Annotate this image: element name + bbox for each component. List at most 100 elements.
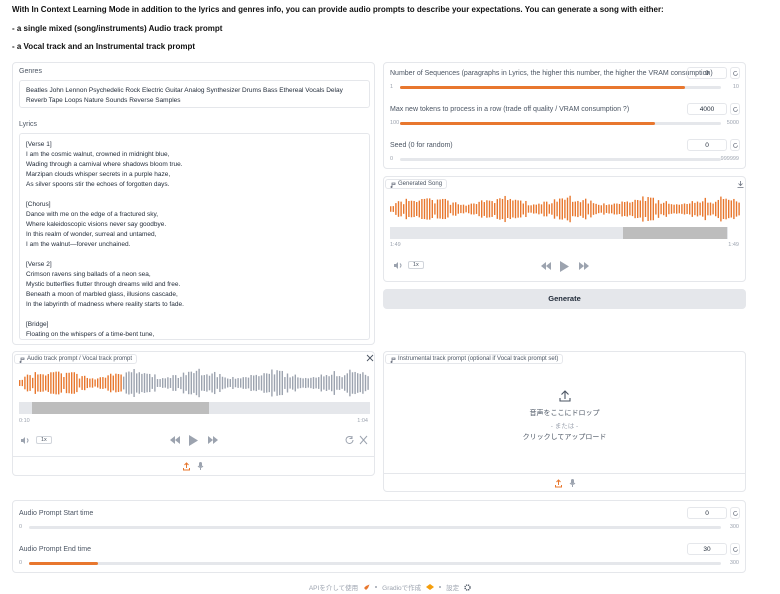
slider-min: 100 [390, 120, 400, 126]
time-panel: Audio Prompt Start time 0 0 300 Audio Prompt… [12, 500, 746, 573]
lyrics-stanza: [Chorus] Dance with me on the edge of a f… [26, 200, 363, 250]
waveform-bar [203, 375, 205, 391]
scrollbar[interactable] [19, 402, 370, 414]
rocket-icon [364, 584, 370, 590]
waveform-bar [167, 377, 169, 389]
number-input[interactable]: 0 [687, 139, 727, 151]
reset-button[interactable] [730, 67, 740, 79]
lyrics-line: Floating on the whispers of a time-bent … [26, 331, 155, 338]
number-input[interactable]: 4000 [687, 103, 727, 115]
waveform-bar [219, 373, 221, 393]
genres-input[interactable]: Beatles John Lennon Psychedelic Rock Ele… [19, 80, 370, 108]
waveform-bar [686, 204, 688, 214]
slider-track[interactable] [400, 122, 721, 125]
waveform-bar [367, 376, 369, 390]
waveform-bar [349, 369, 351, 397]
waveform-bar [605, 205, 608, 213]
reset-icon [733, 71, 738, 76]
waveform-bar [312, 377, 315, 389]
waveform-bar [364, 374, 367, 392]
playback-controls[interactable] [541, 261, 591, 272]
api-link[interactable]: APIを介して使用 [308, 585, 359, 592]
waveform-bar [26, 374, 29, 392]
instrumental-prompt[interactable]: Instrumental track prompt (optional if V… [383, 351, 746, 492]
number-input[interactable]: 30 [687, 543, 727, 555]
waveform-bar [120, 374, 122, 392]
reset-button[interactable] [730, 507, 740, 519]
volume-icon[interactable] [394, 262, 403, 269]
lyrics-line: Wading through a carnival where shadows … [26, 161, 183, 168]
reset-button[interactable] [730, 139, 740, 151]
clear-button[interactable] [366, 354, 374, 362]
waveform-bar [182, 372, 185, 394]
waveform-bar [34, 372, 36, 394]
waveform-bar [600, 205, 602, 213]
number-input[interactable]: 9 [687, 67, 727, 79]
waveform-bar [624, 202, 626, 216]
waveform-bar [400, 201, 402, 217]
separator [375, 586, 378, 588]
scrollbar[interactable] [390, 227, 728, 239]
reset-button[interactable] [730, 103, 740, 115]
source-icons[interactable] [555, 479, 580, 488]
slider-track[interactable] [29, 526, 721, 529]
number-input[interactable]: 0 [687, 507, 727, 519]
waveform-bar [76, 373, 78, 393]
footer: APIを介して使用 Gradioで作成 設定 [0, 582, 780, 592]
lyrics-line: As silver spoons stir the echoes of forg… [26, 181, 170, 188]
waveform-bar [436, 199, 439, 219]
waveform-bar [551, 203, 553, 215]
waveform-bar [328, 376, 330, 390]
waveform-bar [292, 376, 294, 390]
waveform-bar [175, 375, 177, 391]
click-text: クリックしてアップロード [522, 434, 607, 441]
upload-label: Instrumental track prompt (optional if V… [385, 354, 564, 364]
scroll-thumb[interactable] [32, 402, 209, 414]
current-time: 0:10 [19, 418, 30, 424]
waveform-bar [258, 376, 260, 390]
slider-track[interactable] [400, 158, 721, 161]
waveform-bar [670, 204, 673, 214]
slider-track[interactable] [400, 86, 721, 89]
speed-button[interactable]: 1x [36, 436, 52, 444]
waveform-bar [421, 199, 423, 219]
waveform-bar [423, 198, 426, 220]
gradio-link[interactable]: Gradioで作成 [382, 585, 422, 592]
slider-track[interactable] [29, 562, 721, 565]
waveform-bar [97, 378, 99, 388]
waveform-bar [626, 201, 628, 217]
current-time: 1:49 [390, 242, 401, 248]
waveform-bar [546, 201, 548, 217]
option-text: - a Vocal track and an Instrumental trac… [12, 42, 196, 51]
waveform-bar [598, 204, 600, 214]
slider-max: 10 [732, 84, 739, 90]
waveform-bar [229, 379, 231, 387]
waveform-bar [426, 198, 428, 220]
waveform-bar [32, 377, 34, 389]
waveform-bar [629, 202, 631, 216]
generate-button[interactable]: Generate [383, 289, 746, 309]
music-icon [390, 357, 396, 363]
volume-icon[interactable] [21, 437, 30, 444]
intro-text: With In Context Learning Mode in additio… [12, 5, 664, 14]
waveform-bar [253, 375, 255, 391]
waveform-bar [318, 377, 320, 389]
edit-controls[interactable] [345, 435, 368, 445]
waveform-bar [621, 201, 623, 217]
waveform-bar [84, 375, 86, 391]
settings-link[interactable]: 設定 [446, 585, 460, 592]
waveform-bar [346, 373, 348, 393]
lyrics-input[interactable]: [Verse 1] I am the cosmic walnut, crowned… [19, 133, 370, 340]
speed-button[interactable]: 1x [408, 261, 424, 269]
waveform-bar [722, 198, 725, 220]
reset-icon [733, 143, 738, 148]
waveform-bar [704, 197, 706, 221]
playback-controls[interactable] [170, 435, 220, 446]
download-icon[interactable] [737, 181, 744, 188]
source-icons[interactable] [183, 462, 208, 471]
scroll-thumb[interactable] [623, 227, 727, 239]
waveform-bar [447, 200, 449, 218]
waveform-bar [579, 202, 582, 216]
reset-button[interactable] [730, 543, 740, 555]
waveform-bar [156, 379, 159, 387]
